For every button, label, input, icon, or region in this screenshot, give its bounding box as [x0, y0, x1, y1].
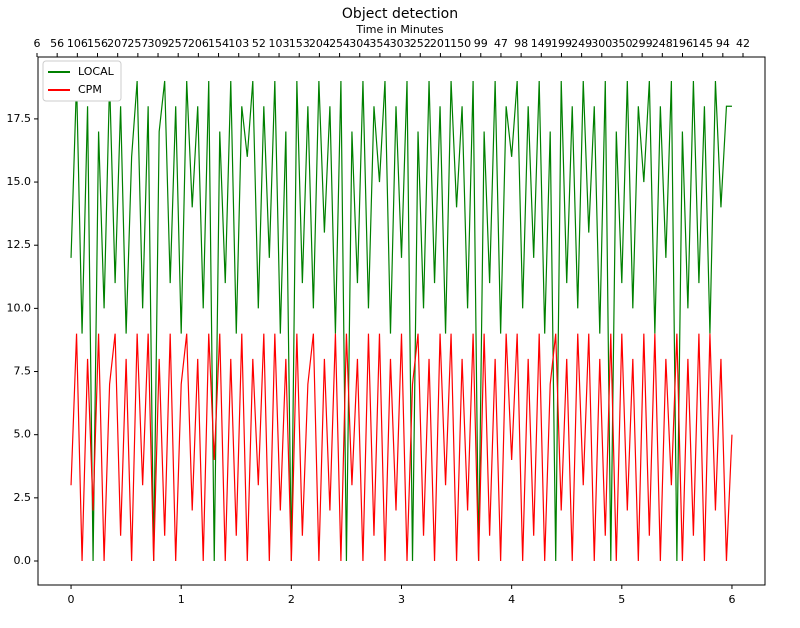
x2-tick-label: 149	[531, 37, 552, 50]
data-line	[70, 333, 733, 562]
x2-tick-label: 350	[611, 37, 632, 50]
y-tick-label: 10.0	[7, 301, 32, 314]
x2-tick-label: 56	[50, 37, 64, 50]
x2-tick-label: 6	[34, 37, 41, 50]
x2-tick-label: 106	[67, 37, 88, 50]
x2-tick-label: 201	[430, 37, 451, 50]
x2-tick-label: 300	[591, 37, 612, 50]
legend-label: LOCAL	[78, 65, 115, 78]
x2-tick-label: 249	[571, 37, 592, 50]
y-tick-label: 7.5	[14, 365, 32, 378]
y-tick-label: 15.0	[7, 175, 32, 188]
x2-tick-label: 257	[127, 37, 148, 50]
x2-tick-label: 150	[450, 37, 471, 50]
y-tick-label: 2.5	[14, 491, 32, 504]
x-tick-label: 2	[288, 593, 295, 606]
data-line	[70, 80, 732, 562]
x2-tick-label: 103	[228, 37, 249, 50]
x2-tick-label: 204	[309, 37, 330, 50]
x2-tick-label: 103	[269, 37, 290, 50]
x2-tick-label: 94	[716, 37, 730, 50]
x2-tick-label: 156	[87, 37, 108, 50]
legend-label: CPM	[78, 83, 102, 96]
x2-tick-label: 254	[329, 37, 350, 50]
x2-tick-label: 248	[652, 37, 673, 50]
x-tick-label: 0	[68, 593, 75, 606]
y-tick-label: 0.0	[14, 554, 32, 567]
x-tick-label: 6	[728, 593, 735, 606]
legend: LOCAL CPM	[42, 60, 122, 102]
y-tick-label: 5.0	[14, 428, 32, 441]
x2-tick-label: 252	[410, 37, 431, 50]
x2-tick-label: 196	[672, 37, 693, 50]
x2-axis-label: Time in Minutes	[355, 23, 444, 36]
x2-tick-label: 299	[632, 37, 653, 50]
x2-tick-label: 47	[494, 37, 508, 50]
x2-tick-label: 309	[148, 37, 169, 50]
x2-tick-label: 354	[369, 37, 390, 50]
chart-title: Object detection	[342, 6, 458, 22]
x-tick-label: 1	[178, 593, 185, 606]
x-tick-label: 5	[618, 593, 625, 606]
x2-tick-label: 153	[289, 37, 310, 50]
x2-tick-label: 303	[390, 37, 411, 50]
x2-tick-label: 154	[208, 37, 229, 50]
x2-tick-label: 42	[736, 37, 750, 50]
x2-tick-label: 207	[107, 37, 128, 50]
x-tick-label: 3	[398, 593, 405, 606]
y-tick-label: 17.5	[7, 112, 32, 125]
x2-tick-label: 52	[252, 37, 266, 50]
x2-tick-label: 304	[349, 37, 370, 50]
x2-tick-label: 98	[514, 37, 528, 50]
y-tick-label: 12.5	[7, 238, 32, 251]
x-tick-label: 4	[508, 593, 515, 606]
x2-tick-label: 257	[168, 37, 189, 50]
x2-tick-label: 206	[188, 37, 209, 50]
x2-tick-label: 199	[551, 37, 572, 50]
x2-tick-label: 99	[474, 37, 488, 50]
x2-tick-label: 145	[692, 37, 713, 50]
